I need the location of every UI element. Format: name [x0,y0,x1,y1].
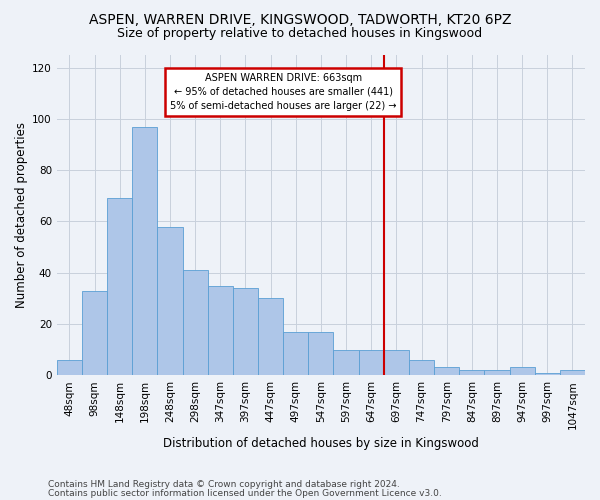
Text: Contains public sector information licensed under the Open Government Licence v3: Contains public sector information licen… [48,489,442,498]
Bar [384,350,409,375]
Bar [208,286,233,375]
Bar [359,350,384,375]
Y-axis label: Number of detached properties: Number of detached properties [15,122,28,308]
Bar [107,198,132,375]
Bar [233,288,258,375]
Bar [57,360,82,375]
Bar [283,332,308,375]
Bar [459,370,484,375]
Bar [334,350,359,375]
Bar [560,370,585,375]
Bar [535,372,560,375]
Bar [484,370,509,375]
Bar [258,298,283,375]
Bar [409,360,434,375]
Text: Size of property relative to detached houses in Kingswood: Size of property relative to detached ho… [118,28,482,40]
Bar [132,126,157,375]
Bar [434,368,459,375]
Bar [509,368,535,375]
X-axis label: Distribution of detached houses by size in Kingswood: Distribution of detached houses by size … [163,437,479,450]
Text: Contains HM Land Registry data © Crown copyright and database right 2024.: Contains HM Land Registry data © Crown c… [48,480,400,489]
Bar [157,226,182,375]
Bar [182,270,208,375]
Bar [82,290,107,375]
Bar [308,332,334,375]
Text: ASPEN, WARREN DRIVE, KINGSWOOD, TADWORTH, KT20 6PZ: ASPEN, WARREN DRIVE, KINGSWOOD, TADWORTH… [89,12,511,26]
Text: ASPEN WARREN DRIVE: 663sqm
← 95% of detached houses are smaller (441)
5% of semi: ASPEN WARREN DRIVE: 663sqm ← 95% of deta… [170,73,397,111]
